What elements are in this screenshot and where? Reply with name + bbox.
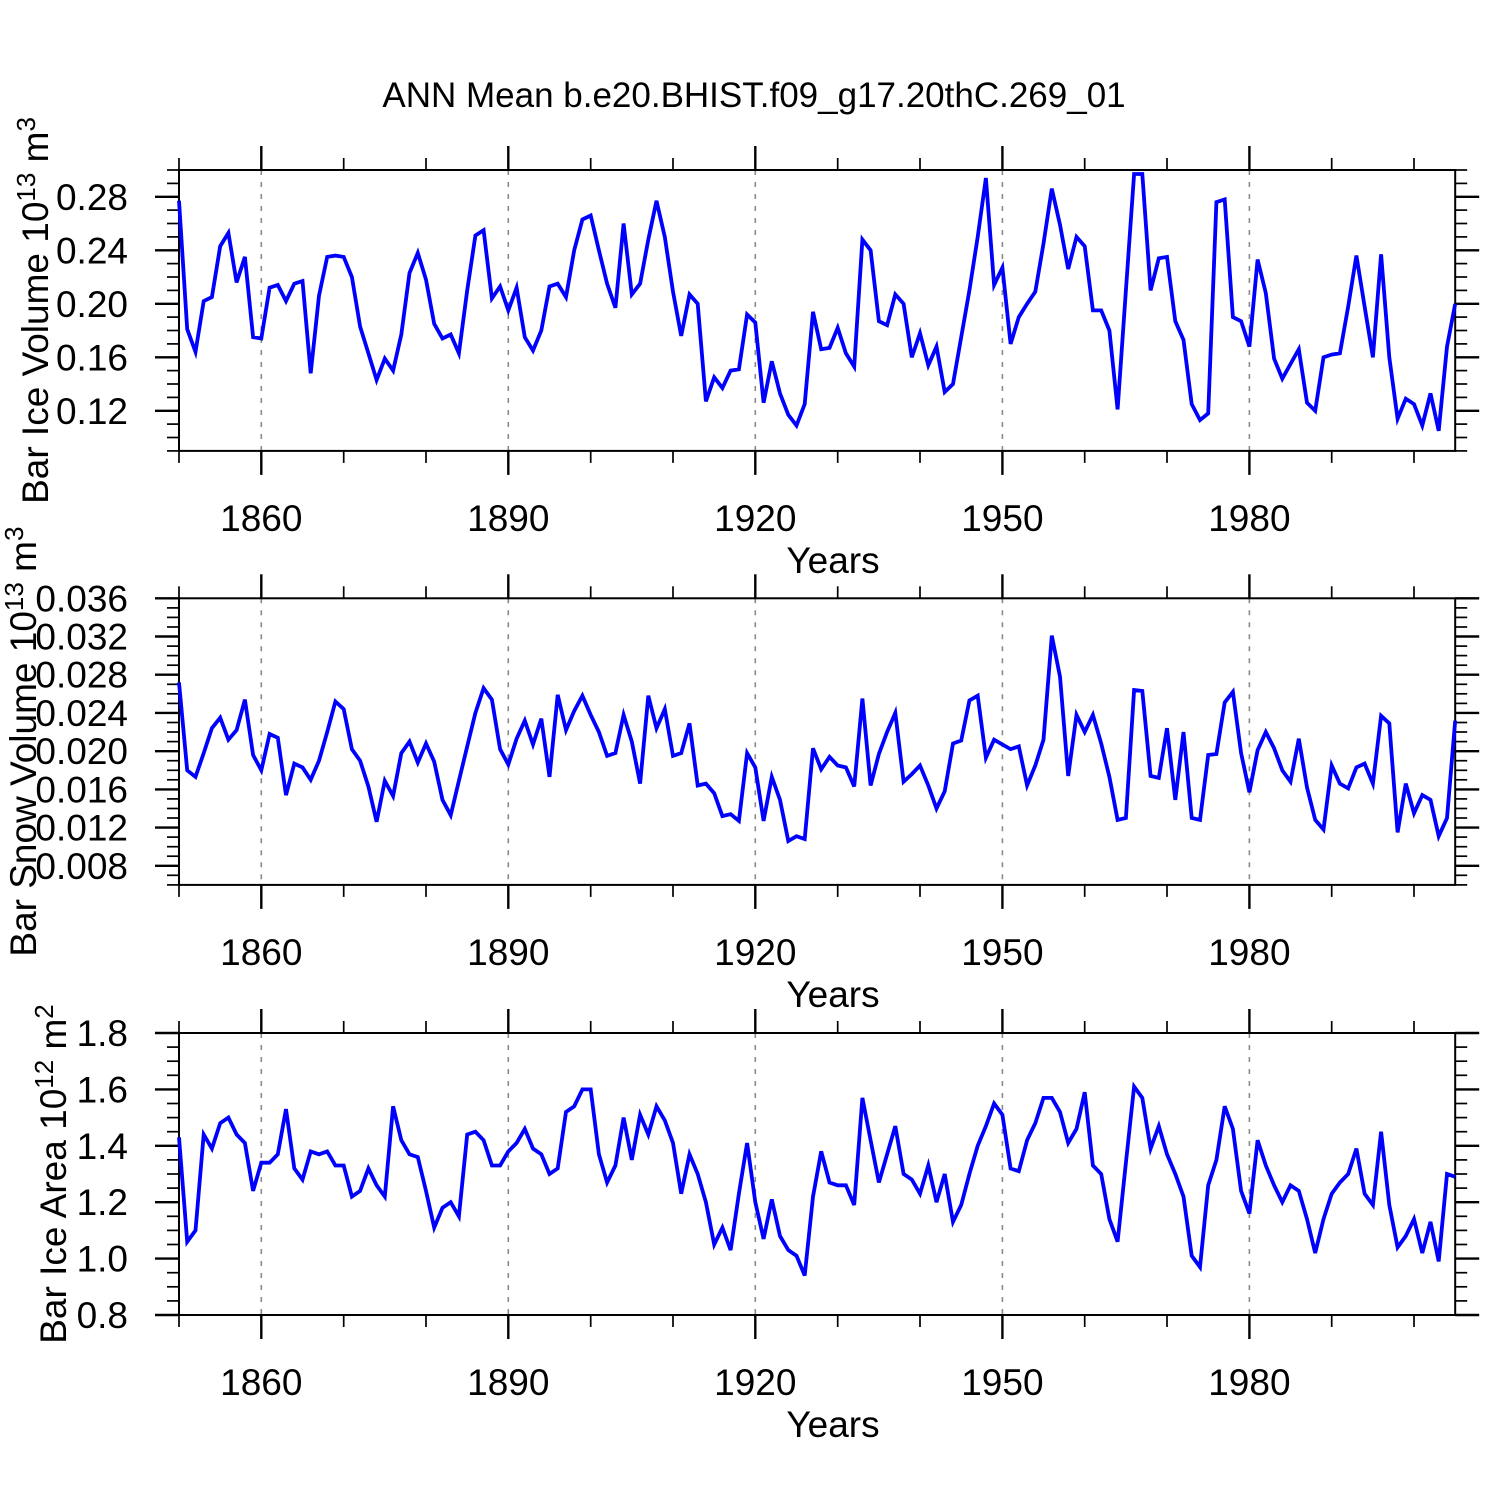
x-tick-label: 1860 bbox=[220, 498, 302, 539]
y-axis-title-text: Bar Snow Volume 10 bbox=[3, 611, 44, 957]
y-tick-label: 0.12 bbox=[56, 391, 128, 432]
x-tick-label: 1950 bbox=[961, 498, 1043, 539]
plot-frame bbox=[178, 597, 1457, 886]
plot-frame bbox=[178, 169, 1457, 452]
y-axis-title-text: m bbox=[3, 541, 44, 582]
y-tick-label: 1.4 bbox=[77, 1126, 128, 1167]
x-tick-label: 1920 bbox=[714, 498, 796, 539]
y-axis-title: Bar Ice Area 1012 m2 bbox=[29, 1004, 74, 1344]
y-tick-label: 0.016 bbox=[35, 769, 128, 810]
chart-title: ANN Mean b.e20.BHIST.f09_g17.20thC.269_0… bbox=[382, 76, 1125, 115]
y-tick-label: 0.032 bbox=[35, 617, 128, 658]
y-tick-label: 1.8 bbox=[77, 1013, 128, 1054]
y-tick-label: 0.012 bbox=[35, 808, 128, 849]
y-axis-title-superscript: 2 bbox=[29, 1004, 59, 1018]
series-line-bar-ice-area bbox=[177, 1081, 1456, 1277]
y-axis-title-text: Bar Ice Area 10 bbox=[33, 1089, 74, 1344]
y-tick-label: 0.20 bbox=[56, 284, 128, 325]
x-tick-label: 1950 bbox=[961, 1362, 1043, 1403]
x-tick-label: 1920 bbox=[714, 932, 796, 973]
y-tick-label: 0.020 bbox=[35, 731, 128, 772]
y-tick-label: 1.6 bbox=[77, 1069, 128, 1110]
y-axis-title: Bar Ice Volume 1013 m3 bbox=[11, 117, 56, 504]
x-axis-title: Years bbox=[786, 1404, 879, 1445]
y-axis-title-superscript: 3 bbox=[0, 527, 29, 541]
y-tick-label: 1.0 bbox=[77, 1239, 128, 1280]
y-axis-title-superscript: 13 bbox=[11, 173, 41, 202]
series-line-bar-ice-volume bbox=[177, 172, 1458, 432]
x-tick-label: 1950 bbox=[961, 932, 1043, 973]
panel-bar-snow-volume: 1860 1890 1920 1950 1980 0.0080.0120.0160.020… bbox=[0, 527, 1480, 1015]
x-tick-label: 1980 bbox=[1208, 498, 1290, 539]
x-tick-label: 1890 bbox=[467, 932, 549, 973]
y-tick-label: 0.036 bbox=[35, 578, 128, 619]
y-tick-label: 0.28 bbox=[56, 177, 128, 218]
plot-frame bbox=[178, 1032, 1457, 1316]
x-tick-label: 1980 bbox=[1208, 1362, 1290, 1403]
y-tick-label: 0.16 bbox=[56, 337, 128, 378]
y-axis-title-text: m bbox=[15, 132, 56, 173]
panel-bar-ice-area: 1860 1890 1920 1950 1980 0.8 1.0 1.2 1.4 1.6 1.8 Ye… bbox=[29, 1004, 1480, 1445]
x-tick-label: 1860 bbox=[220, 1362, 302, 1403]
y-tick-label: 0.008 bbox=[35, 846, 128, 887]
y-axis-title-text: Bar Ice Volume 10 bbox=[15, 202, 56, 504]
y-axis-title-text: m bbox=[33, 1019, 74, 1060]
y-axis-title-superscript: 13 bbox=[0, 582, 29, 611]
y-tick-label: 0.8 bbox=[77, 1295, 128, 1336]
y-tick-label: 1.2 bbox=[77, 1182, 128, 1223]
y-tick-label: 0.24 bbox=[56, 230, 128, 271]
x-tick-label: 1890 bbox=[467, 1362, 549, 1403]
x-tick-label: 1890 bbox=[467, 498, 549, 539]
series-line-bar-snow-volume bbox=[177, 635, 1458, 844]
y-tick-label: 0.028 bbox=[35, 655, 128, 696]
panel-bar-ice-volume: 1860 1890 1920 1950 1980 0.12 0.16 0.20 0.24 0.28… bbox=[11, 117, 1480, 581]
x-axis-title: Years bbox=[786, 974, 879, 1015]
y-tick-label: 0.024 bbox=[35, 693, 128, 734]
y-axis-title-superscript: 3 bbox=[11, 117, 41, 131]
x-tick-label: 1860 bbox=[220, 932, 302, 973]
y-axis-title: Bar Snow Volume 1013 m3 bbox=[0, 527, 44, 957]
y-axis-title-superscript: 12 bbox=[29, 1060, 59, 1089]
x-tick-label: 1980 bbox=[1208, 932, 1290, 973]
x-tick-label: 1920 bbox=[714, 1362, 796, 1403]
x-axis-title: Years bbox=[786, 540, 879, 581]
